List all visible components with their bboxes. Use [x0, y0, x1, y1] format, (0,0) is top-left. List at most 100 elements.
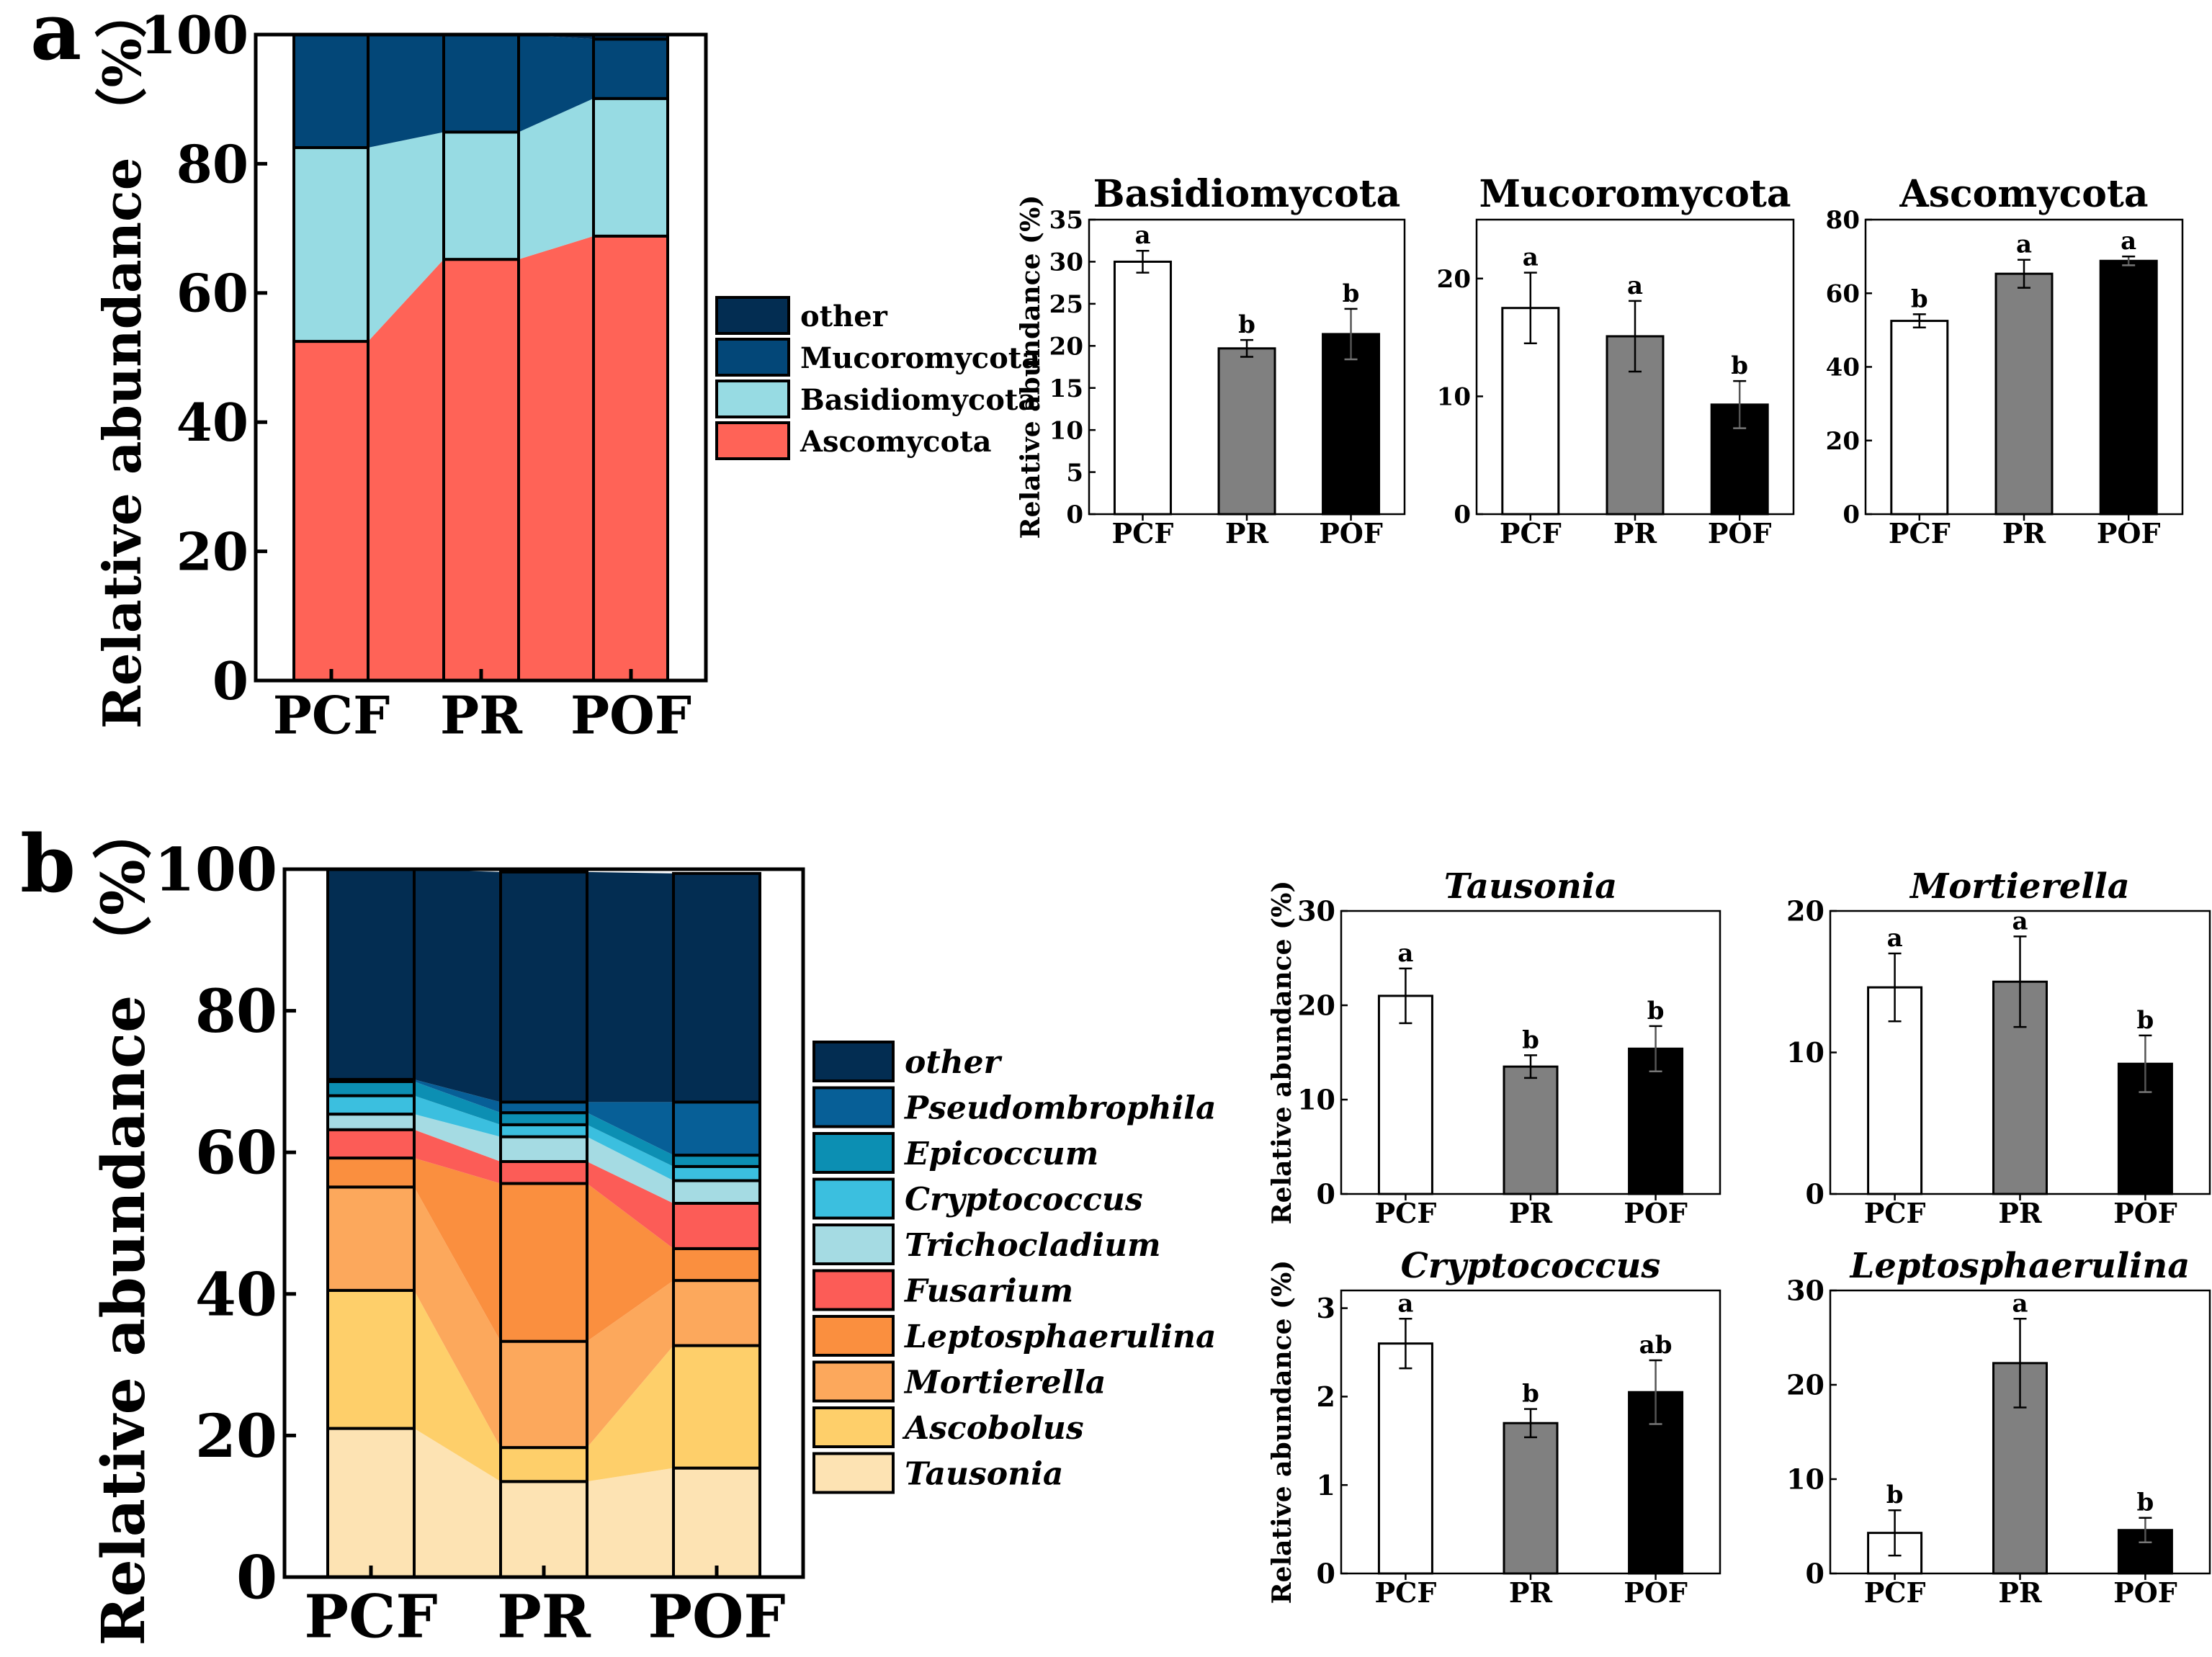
- x-tick-label-pcf: PCF: [1500, 517, 1562, 549]
- y-tick-label: 20: [1437, 265, 1471, 294]
- legend-swatch-mucoromycota: [715, 338, 790, 377]
- significance-letter-pof: b: [1343, 279, 1360, 308]
- bar-segment-leptosphaerulina-pcf: [326, 1157, 416, 1189]
- legend-swatch-trichocladium: [812, 1223, 895, 1265]
- y-tick-label: 20: [1786, 895, 1824, 928]
- bar-pof: [2099, 259, 2158, 516]
- significance-letter-pr: b: [1238, 310, 1255, 339]
- flow-band-ascomycota-0: [368, 259, 444, 681]
- significance-letter-pcf: b: [1911, 284, 1928, 313]
- y-tick-label: 10: [1437, 383, 1471, 412]
- flow-band-cryptococcus-0: [414, 1095, 501, 1137]
- legend-swatch-ascobolus: [812, 1406, 895, 1448]
- significance-letter-pcf: b: [1886, 1481, 1904, 1509]
- flow-band-ascobolus-0: [414, 1290, 501, 1482]
- x-tick-label-pcf: PCF: [304, 1583, 437, 1652]
- legend-label-tausonia: Tausonia: [905, 1456, 1063, 1493]
- significance-letter-pr: a: [2012, 907, 2028, 935]
- bar-segment-fusarium-pr: [499, 1159, 588, 1185]
- y-tick-label: 10: [1297, 1084, 1335, 1116]
- x-tick-label-pof: POF: [2097, 517, 2161, 549]
- chart-title: Cryptococcus: [1401, 1246, 1661, 1286]
- y-tick-label: 15: [1049, 374, 1083, 403]
- y-tick-label: 1: [1317, 1469, 1335, 1501]
- flow-band-epicoccum-1: [587, 1113, 673, 1167]
- bar-segment-tausonia-pr: [499, 1480, 588, 1579]
- legend-label-ascomycota: Ascomycota: [800, 425, 992, 459]
- x-tick-label-pr: PR: [497, 1583, 591, 1652]
- flow-band-fusarium-0: [414, 1129, 501, 1184]
- y-tick-label: 30: [1297, 895, 1335, 928]
- x-tick-label-pr: PR: [1613, 517, 1657, 549]
- y-tick-label: 80: [195, 977, 277, 1046]
- bar-segment-trichocladium-pcf: [326, 1113, 416, 1131]
- bar-segment-tausonia-pof: [672, 1466, 761, 1579]
- bar-segment-epicoccum-pcf: [326, 1079, 416, 1097]
- bar-segment-fusarium-pof: [672, 1201, 761, 1250]
- x-tick-label-pr: PR: [1225, 517, 1269, 549]
- y-tick-label: 10: [1786, 1036, 1824, 1069]
- y-tick-label: 20: [1049, 333, 1083, 362]
- bar-pr: [1503, 1422, 1559, 1575]
- legend-label-other: other: [800, 300, 888, 333]
- significance-letter-pof: ab: [1639, 1331, 1673, 1360]
- bar-segment-cryptococcus-pcf: [326, 1094, 416, 1116]
- x-tick-label-pr: PR: [2002, 517, 2046, 549]
- plot-frame: [1475, 218, 1795, 516]
- x-tick-label-pcf: PCF: [1112, 517, 1174, 549]
- legend-swatch-pseudombrophila: [812, 1086, 895, 1128]
- y-tick-label: 2: [1317, 1380, 1335, 1413]
- y-tick-label: 20: [176, 521, 248, 583]
- bar-segment-mortierella-pof: [672, 1279, 761, 1347]
- bar-segment-leptosphaerulina-pof: [672, 1247, 761, 1283]
- flow-band-ascomycota-1: [519, 235, 594, 681]
- bar-pcf: [1377, 1342, 1433, 1575]
- bar-segment-mucoromycota-pcf: [292, 33, 370, 149]
- a-ascomycota-chart: b PCF a PR a POF 0 20 40 60 80 Ascomycota: [1826, 172, 2184, 549]
- x-tick-label-pcf: PCF: [1864, 1576, 1926, 1609]
- plot-frame: [1088, 218, 1406, 516]
- bar-segment-epicoccum-pof: [672, 1154, 761, 1168]
- bar-segment-cryptococcus-pr: [499, 1123, 588, 1139]
- legend-swatch-fusarium: [812, 1269, 895, 1311]
- bar-pcf: [1113, 260, 1172, 516]
- x-tick-label-pcf: PCF: [1889, 517, 1951, 549]
- legend-label-basidiomycota: Basidiomycota: [800, 383, 1036, 417]
- flow-band-basidiomycota-1: [519, 98, 594, 260]
- x-tick-label-pof: POF: [1708, 517, 1772, 549]
- bar-pof: [1322, 333, 1381, 516]
- legend-swatch-basidiomycota: [715, 380, 790, 418]
- significance-letter-pcf: a: [1887, 924, 1903, 953]
- legend-label-pseudombrophila: Pseudombrophila: [903, 1090, 1217, 1127]
- bar-segment-cryptococcus-pof: [672, 1164, 761, 1182]
- significance-letter-pr: b: [1522, 1380, 1539, 1409]
- x-tick-label-pr: PR: [1509, 1576, 1553, 1609]
- bar-pr: [1217, 347, 1276, 516]
- x-tick-label-pof: POF: [1319, 517, 1383, 549]
- y-tick-label: 100: [154, 836, 277, 905]
- y-tick-label: 0: [1842, 500, 1860, 529]
- x-tick-label-pcf: PCF: [1375, 1576, 1437, 1609]
- significance-letter-pcf: a: [1134, 221, 1150, 250]
- x-tick-label-pof: POF: [1624, 1197, 1688, 1229]
- bar-pcf: [1890, 320, 1949, 516]
- bar-segment-other-pr: [499, 870, 588, 1104]
- y-tick-label: 60: [1826, 279, 1860, 308]
- y-tick-label: 0: [212, 650, 248, 711]
- legend-swatch-other: [812, 1041, 895, 1082]
- bar-pr: [1503, 1065, 1559, 1195]
- legend-swatch-leptosphaerulina: [812, 1315, 895, 1357]
- b-mortierella-chart: a PCF a PR b POF 0 10 20 Mortierella: [1786, 866, 2211, 1229]
- y-tick-label: 10: [1786, 1463, 1824, 1496]
- flow-band-mortierella-0: [414, 1187, 501, 1448]
- y-tick-label: 35: [1049, 206, 1083, 235]
- legend-label-trichocladium: Trichocladium: [905, 1227, 1161, 1264]
- y-tick-label: 30: [1049, 248, 1083, 277]
- y-tick-label: 0: [1317, 1178, 1335, 1211]
- a-stacked-chart: 0 20 40 60 80 100 PCF PR POF Relative abundance （…: [91, 0, 1040, 745]
- y-tick-label: 0: [236, 1544, 277, 1613]
- b-stacked-chart: 0 20 40 60 80 100 PCF PR POF Relative abundance （…: [89, 800, 1217, 1651]
- significance-letter-pr: a: [2016, 230, 2032, 259]
